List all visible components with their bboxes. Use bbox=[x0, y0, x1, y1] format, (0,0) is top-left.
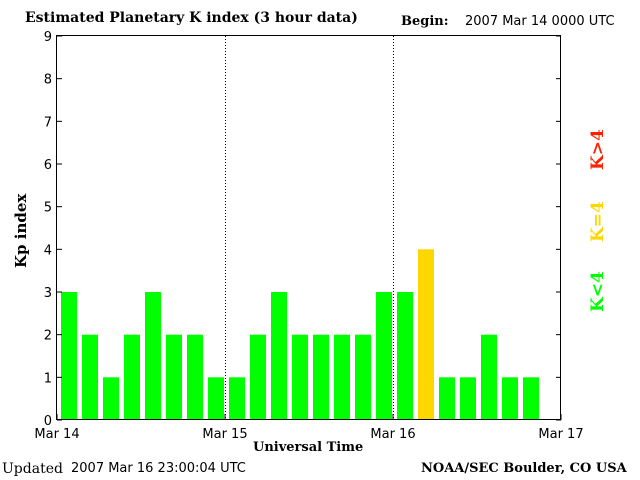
kp-bar bbox=[418, 249, 434, 420]
kp-bar bbox=[481, 334, 497, 420]
kp-bar bbox=[502, 377, 518, 420]
kp-bar bbox=[292, 334, 308, 420]
y-tick-label: 3 bbox=[44, 286, 52, 301]
kp-bar bbox=[271, 292, 287, 420]
x-tick-label: Mar 14 bbox=[34, 427, 79, 442]
kp-bar bbox=[250, 334, 266, 420]
kp-bar bbox=[187, 334, 203, 420]
y-tick-label: 6 bbox=[44, 158, 52, 173]
begin-label: Begin: bbox=[401, 14, 449, 29]
y-axis-label: Kp index bbox=[12, 193, 30, 268]
y-tick-label: 7 bbox=[44, 115, 52, 130]
kp-bar bbox=[103, 377, 119, 420]
kp-bar bbox=[355, 334, 371, 420]
y-tick-label: 0 bbox=[44, 414, 52, 429]
kp-bar bbox=[460, 377, 476, 420]
legend-high: K>4 bbox=[588, 129, 608, 170]
kp-bar bbox=[376, 292, 392, 420]
y-tick-label: 5 bbox=[44, 201, 52, 216]
x-tick-label: Mar 17 bbox=[538, 427, 583, 442]
kp-bar bbox=[397, 292, 413, 420]
y-tick-label: 8 bbox=[44, 73, 52, 88]
y-tick-label: 1 bbox=[44, 371, 52, 386]
updated-value: 2007 Mar 16 23:00:04 UTC bbox=[71, 461, 246, 476]
kp-bar bbox=[61, 292, 77, 420]
x-axis-label: Universal Time bbox=[253, 440, 364, 455]
kp-bar bbox=[313, 334, 329, 420]
source-credit: NOAA/SEC Boulder, CO USA bbox=[421, 461, 627, 476]
kp-bar bbox=[523, 377, 539, 420]
kp-bar bbox=[82, 334, 98, 420]
kp-bar bbox=[124, 334, 140, 420]
kp-bar bbox=[439, 377, 455, 420]
x-tick-label: Mar 16 bbox=[370, 427, 415, 442]
updated-label: Updated bbox=[2, 461, 63, 477]
kp-bar bbox=[208, 377, 224, 420]
y-tick-label: 2 bbox=[44, 329, 52, 344]
begin-value: 2007 Mar 14 0000 UTC bbox=[465, 14, 615, 29]
kp-bar bbox=[166, 334, 182, 420]
y-tick-label: 9 bbox=[44, 30, 52, 45]
kp-bar bbox=[334, 334, 350, 420]
legend-low: K<4 bbox=[588, 271, 608, 312]
legend-equal: K=4 bbox=[588, 201, 608, 242]
y-tick-label: 4 bbox=[44, 243, 52, 258]
chart-title: Estimated Planetary K index (3 hour data… bbox=[25, 10, 358, 26]
kp-bar bbox=[229, 377, 245, 420]
plot-frame bbox=[56, 35, 561, 420]
x-tick-label: Mar 15 bbox=[202, 427, 247, 442]
kp-bar bbox=[145, 292, 161, 420]
